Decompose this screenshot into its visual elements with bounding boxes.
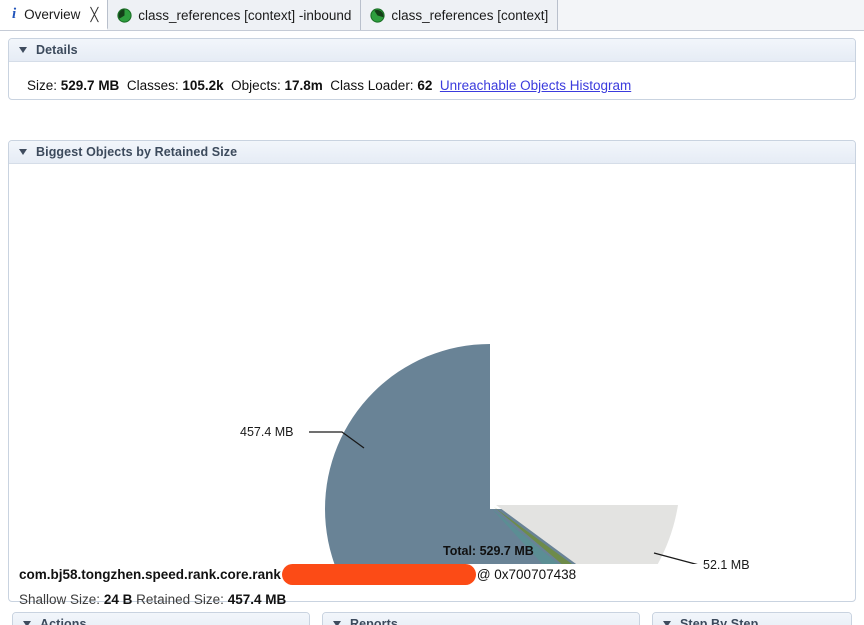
classes-label: Classes: [126,78,179,93]
details-section: Details Size: 529.7 MB Classes: 105.2k O… [8,38,856,100]
tab-bar-empty-space [558,0,864,30]
biggest-objects-section-header[interactable]: Biggest Objects by Retained Size [9,141,855,164]
pie-slice-5-8-mb[interactable] [494,507,628,564]
chevron-down-icon[interactable] [19,47,27,53]
pie-chart-icon [117,7,132,23]
size-value: 529.7 MB [60,78,120,93]
close-icon[interactable]: ╳ [90,6,99,22]
chevron-down-icon[interactable] [23,621,31,625]
pie-label-52-1-mb: 52.1 MB [703,558,750,572]
size-label: Size: [27,78,58,93]
chevron-down-icon[interactable] [19,149,27,155]
classes-value: 105.2k [182,78,224,93]
retained-size-value: 457.4 MB [227,592,287,607]
objects-label: Objects: [231,78,281,93]
objects-value: 17.8m [284,78,323,93]
step-by-step-panel-title: Step By Step [680,617,759,625]
tab-class-references[interactable]: class_references [context] [361,0,559,30]
retained-size-label: Retained Size: [136,592,224,607]
retained-size-pie-chart[interactable] [9,164,855,564]
tab-class-references-inbound-label: class_references [context] -inbound [138,7,352,23]
actions-panel-title: Actions [40,617,87,625]
redaction-bar [281,564,476,585]
shallow-size-value: 24 B [103,592,133,607]
details-title: Details [36,43,78,57]
tab-overview[interactable]: i Overview ╳ [0,0,109,30]
chevron-down-icon[interactable] [333,621,341,625]
info-icon: i [12,5,17,22]
pie-chart-area: 457.4 MB 52.1 MB 5.8 MB 14.5 MB Total: 5… [9,164,855,625]
selected-object-address: @ 0x700707438 [476,567,577,582]
actions-panel-header[interactable]: Actions [13,613,309,625]
shallow-size-label: Shallow Size: [19,592,101,607]
reports-panel: Reports [322,612,640,625]
actions-panel: Actions [12,612,310,625]
biggest-objects-section: Biggest Objects by Retained Size 457.4 M… [8,140,856,625]
chevron-down-icon[interactable] [663,621,671,625]
details-body: Size: 529.7 MB Classes: 105.2k Objects: … [9,62,855,93]
tab-bar: i Overview ╳ class_references [context] … [0,0,864,31]
pie-slice-14-5-mb[interactable] [492,509,619,564]
class-loader-value: 62 [417,78,433,93]
step-by-step-panel-header[interactable]: Step By Step [653,613,851,625]
pie-chart-icon [370,7,385,23]
selected-object-name: com.bj58.tongzhen.speed.rank.core.rank [19,567,281,582]
unreachable-objects-histogram-link[interactable]: Unreachable Objects Histogram [439,78,632,93]
tab-class-references-inbound[interactable]: class_references [context] -inbound [108,0,362,30]
biggest-objects-title: Biggest Objects by Retained Size [36,145,238,159]
leader-line-457-4-mb [309,431,365,449]
pie-total-label: Total: 529.7 MB [443,544,534,558]
selected-object-sizes: Shallow Size: 24 B Retained Size: 457.4 … [19,592,286,607]
tab-overview-label: Overview [24,6,81,22]
pie-label-457-4-mb: 457.4 MB [240,425,294,439]
reports-panel-header[interactable]: Reports [323,613,639,625]
tab-class-references-label: class_references [context] [391,7,549,23]
selected-object-row[interactable]: com.bj58.tongzhen.speed.rank.core.rank @… [19,564,576,585]
class-loader-label: Class Loader: [330,78,414,93]
leader-line-52-1-mb [653,552,698,564]
step-by-step-panel: Step By Step [652,612,852,625]
reports-panel-title: Reports [350,617,398,625]
details-section-header[interactable]: Details [9,39,855,62]
pie-slice-52-1-mb[interactable] [496,505,678,564]
